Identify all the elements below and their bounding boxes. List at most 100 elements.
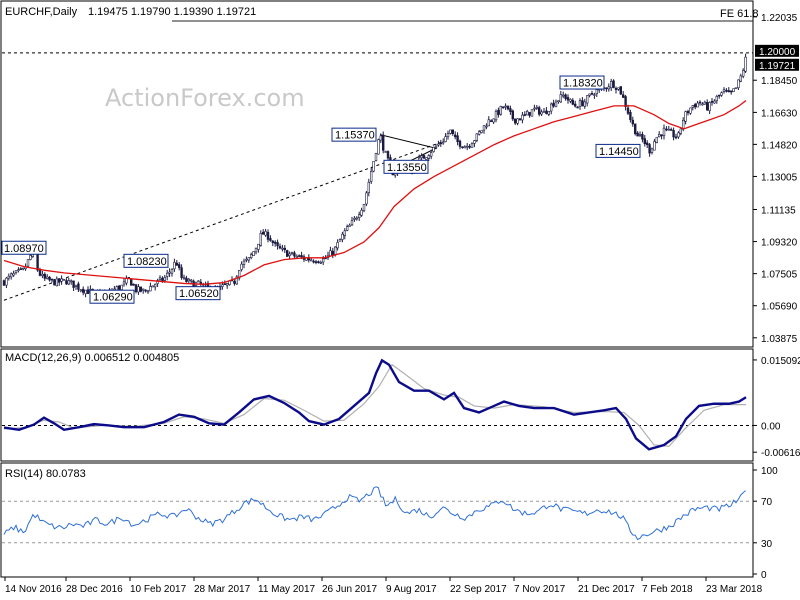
candle-body — [62, 279, 66, 281]
candle-body — [77, 283, 80, 290]
candle-body — [187, 278, 190, 282]
macd-axis-label: 0.00 — [761, 421, 781, 432]
candle-body — [10, 273, 13, 278]
candle-body — [379, 135, 382, 141]
candle-body — [118, 285, 121, 290]
candle-body — [345, 226, 349, 231]
candle-body — [57, 278, 61, 283]
candle-body — [168, 271, 171, 274]
candle-body — [482, 125, 486, 131]
candle-body — [691, 105, 695, 108]
candle-body — [134, 284, 138, 293]
candle-body — [554, 101, 558, 108]
candle-body — [84, 289, 87, 294]
candle-body — [578, 100, 582, 107]
candle-body — [163, 277, 166, 281]
candle-body — [674, 136, 678, 139]
candle-body — [727, 90, 731, 92]
candle-body — [420, 155, 423, 158]
rsi-panel: RSI(14) 80.0783 — [0, 462, 754, 578]
candle-body — [38, 269, 42, 276]
candle-body — [463, 146, 466, 149]
candle-body — [242, 260, 246, 265]
candle-body — [468, 146, 471, 148]
candle-body — [689, 107, 692, 114]
candle-body — [7, 275, 11, 279]
candle-body — [612, 80, 615, 88]
candle-body — [374, 153, 378, 161]
candle-body — [333, 246, 337, 255]
price-tag-text: 1.19721 — [759, 61, 796, 72]
candle-body — [617, 87, 620, 90]
candle-body — [235, 276, 238, 285]
candle-body — [317, 261, 320, 263]
candle-body — [497, 109, 500, 115]
rsi-axis-label: 0 — [761, 570, 767, 581]
candle-body — [525, 111, 529, 116]
rsi-axis-label: 30 — [761, 539, 773, 550]
candle-body — [156, 280, 159, 284]
candle-body — [360, 209, 363, 216]
candle-body — [283, 247, 286, 251]
candle-body — [456, 135, 459, 143]
candle-body — [732, 88, 735, 92]
time-axis-label: 11 May 2017 — [258, 584, 316, 595]
candle-body — [252, 251, 255, 256]
rsi-axis-label: 70 — [761, 497, 773, 508]
candle-body — [585, 95, 589, 104]
candle-body — [545, 110, 548, 114]
candle-body — [703, 101, 707, 105]
price-annotations: 1.08970 1.08230 1.06290 1.06520 1.15370 1.135… — [1, 75, 641, 304]
candle-body — [348, 224, 351, 227]
rsi-line — [3, 486, 746, 541]
time-axis-label: 10 Feb 2017 — [130, 584, 187, 595]
candle-body — [492, 118, 495, 123]
candle-body — [552, 102, 555, 107]
candle-body — [583, 101, 587, 107]
candle-body — [528, 112, 531, 116]
macd-title: MACD(12,26,9) 0.006512 0.004805 — [5, 352, 179, 364]
candle-body — [607, 86, 611, 90]
candle-body — [170, 269, 174, 274]
candle-body — [557, 100, 560, 102]
candle-body — [631, 119, 635, 125]
macd-panel-frame — [0, 348, 754, 462]
candle-body — [705, 102, 709, 111]
candle-body — [259, 233, 262, 246]
candle-body — [561, 94, 565, 97]
price-tag-box — [755, 44, 799, 57]
candle-body — [427, 155, 430, 159]
candle-body — [60, 278, 63, 282]
candle-body — [708, 102, 711, 111]
candle-body — [250, 254, 253, 259]
candle-body — [619, 86, 623, 95]
candle-body — [588, 93, 591, 96]
time-axis: 14 Nov 2016 28 Dec 2016 10 Feb 2017 28 Mar … — [4, 577, 763, 595]
candle-body — [5, 277, 8, 286]
macd-signal-line — [3, 363, 746, 447]
candle-body — [240, 263, 243, 270]
candle-body — [338, 239, 342, 242]
candle-body — [475, 133, 478, 141]
candle-body — [130, 278, 133, 286]
rsi-axis: 100 70 30 0 — [753, 466, 778, 581]
candle-body — [43, 273, 47, 279]
price-axis-label: 1.05690 — [761, 302, 798, 313]
candle-body — [65, 280, 68, 285]
candle-body — [245, 258, 248, 261]
candle-body — [506, 105, 510, 110]
candle-body — [254, 247, 258, 253]
candle-body — [638, 134, 642, 136]
candle-body — [444, 136, 447, 142]
price-label-box — [559, 75, 605, 90]
candle-body — [434, 145, 438, 148]
candle-body — [449, 129, 452, 134]
candle-body — [614, 87, 618, 90]
candle-body — [573, 103, 577, 107]
candle-body — [350, 220, 354, 226]
candle-body — [453, 134, 457, 138]
candle-body — [355, 217, 358, 220]
candle-body — [437, 143, 440, 146]
candle-body — [182, 276, 186, 279]
